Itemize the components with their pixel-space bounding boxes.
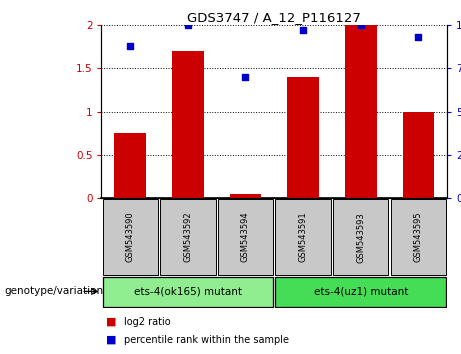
- Text: genotype/variation: genotype/variation: [5, 286, 104, 296]
- Point: [184, 22, 192, 28]
- Bar: [102, 278, 273, 307]
- Bar: [230, 194, 261, 198]
- Text: GSM543594: GSM543594: [241, 212, 250, 263]
- Text: ets-4(ok165) mutant: ets-4(ok165) mutant: [134, 286, 242, 296]
- Title: GDS3747 / A_12_P116127: GDS3747 / A_12_P116127: [187, 11, 361, 24]
- Text: GSM543590: GSM543590: [126, 212, 135, 263]
- Point: [414, 34, 422, 40]
- Bar: [114, 133, 146, 198]
- Text: ets-4(uz1) mutant: ets-4(uz1) mutant: [313, 286, 408, 296]
- Point: [126, 43, 134, 48]
- Point: [242, 74, 249, 80]
- Text: ■: ■: [106, 317, 117, 327]
- Bar: [218, 199, 273, 275]
- Bar: [172, 51, 204, 198]
- Bar: [390, 199, 446, 275]
- Bar: [275, 278, 446, 307]
- Text: GSM543593: GSM543593: [356, 212, 365, 263]
- Bar: [160, 199, 215, 275]
- Bar: [345, 25, 377, 198]
- Text: log2 ratio: log2 ratio: [124, 317, 171, 327]
- Point: [357, 22, 364, 28]
- Text: GSM543591: GSM543591: [299, 212, 307, 263]
- Bar: [102, 199, 158, 275]
- Text: GSM543592: GSM543592: [183, 212, 192, 263]
- Bar: [333, 199, 388, 275]
- Bar: [287, 77, 319, 198]
- Point: [300, 27, 307, 33]
- Text: ■: ■: [106, 335, 117, 345]
- Bar: [275, 199, 331, 275]
- Text: percentile rank within the sample: percentile rank within the sample: [124, 335, 290, 345]
- Text: GSM543595: GSM543595: [414, 212, 423, 263]
- Bar: [402, 112, 434, 198]
